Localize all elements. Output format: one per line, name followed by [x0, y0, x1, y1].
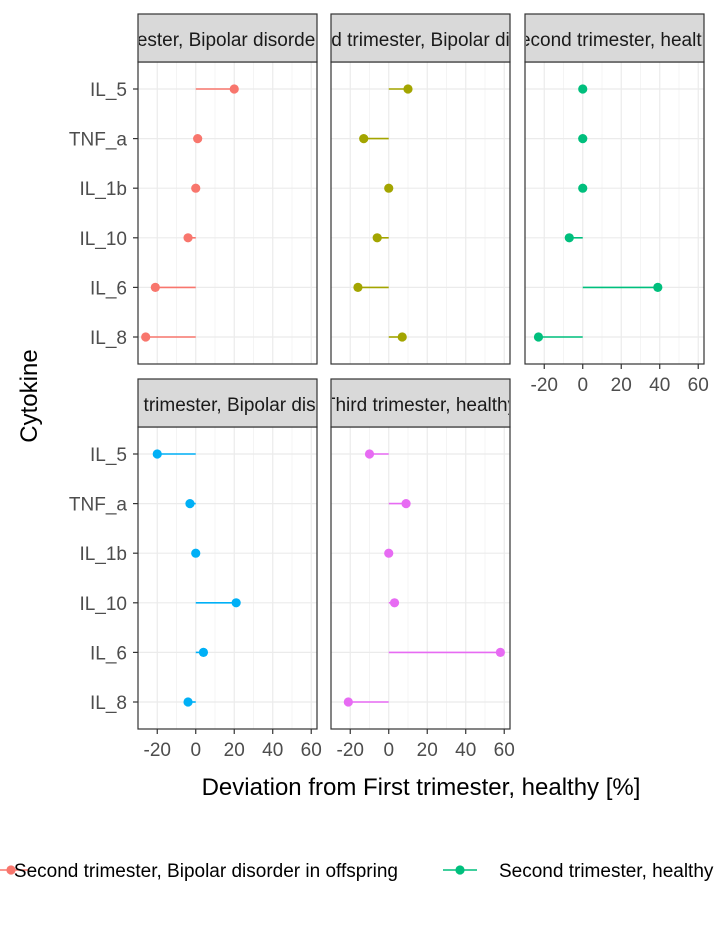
legend-label: Second trimester, Bipolar disorder in of…	[14, 861, 398, 882]
data-point	[578, 84, 588, 94]
y-tick-label: IL_5	[90, 445, 127, 466]
data-point	[231, 598, 241, 608]
facet-strip	[330, 13, 511, 63]
y-tick-label: TNF_a	[69, 130, 128, 151]
y-axis-title: Cytokine	[16, 349, 43, 442]
data-point	[495, 647, 505, 658]
data-point	[198, 647, 209, 658]
y-tick-label: IL_10	[79, 229, 127, 250]
data-point	[191, 548, 201, 558]
facet-strip	[330, 378, 511, 428]
facet-strip-label: Third trimester, healthy	[324, 395, 518, 416]
x-tick-label: 0	[190, 740, 201, 761]
data-point	[359, 134, 369, 144]
panel-background	[331, 62, 510, 364]
x-tick-label: 0	[383, 740, 394, 761]
facet-strip-clip: Second trimester, Bipolar disorder in of…	[35, 30, 419, 51]
x-tick-label: 60	[494, 740, 515, 761]
facet-strip-clip: Third trimester, Bipolar disorder	[95, 395, 361, 416]
x-tick-label: 60	[688, 375, 709, 396]
x-tick-label: 20	[417, 740, 438, 761]
data-point	[401, 499, 411, 509]
facet-strip-label: Second trimester, healthy	[507, 30, 720, 51]
y-tick-label: IL_1b	[79, 544, 127, 565]
x-tick-label: 40	[262, 740, 283, 761]
y-tick-label: IL_5	[90, 80, 127, 101]
y-tick-label: TNF_a	[69, 495, 128, 516]
x-tick-label: -20	[531, 375, 558, 396]
data-point	[229, 84, 239, 94]
legend-key-point	[455, 865, 465, 875]
data-point	[183, 233, 193, 243]
facet-strip	[137, 378, 318, 428]
y-tick-label: IL_1b	[79, 179, 127, 200]
x-tick-label: 60	[301, 740, 322, 761]
facet-strip-clip: Second trimester, Bipolar disorder	[277, 30, 564, 51]
data-point	[152, 449, 162, 459]
x-tick-label: 0	[577, 375, 588, 396]
legend: Second trimester, Bipolar disorder in of…	[0, 861, 714, 882]
facet-strip	[524, 13, 705, 63]
data-point	[384, 183, 394, 193]
data-point	[384, 548, 394, 558]
legend-label: Second trimester, healthy	[499, 861, 714, 882]
panel-background	[138, 427, 317, 729]
panel-background	[331, 427, 510, 729]
data-point	[353, 282, 363, 292]
y-tick-label: IL_10	[79, 594, 127, 615]
data-point	[397, 332, 407, 342]
data-point	[578, 183, 588, 193]
legend-item: Second trimester, healthy	[443, 861, 714, 882]
data-point	[193, 134, 203, 144]
data-point	[564, 233, 574, 243]
y-tick-label: IL_8	[90, 328, 127, 349]
panel-background	[525, 62, 704, 364]
data-point	[141, 332, 151, 342]
data-point	[403, 84, 413, 94]
facet-strip-label: Second trimester, Bipolar disorder in of…	[35, 30, 419, 51]
y-tick-label: IL_8	[90, 693, 127, 714]
facet-panel: Second trimester, Bipolar disorder in of…	[35, 13, 419, 365]
x-axis-title: Deviation from First trimester, healthy …	[202, 774, 641, 801]
x-tick-label: 40	[455, 740, 476, 761]
data-point	[183, 697, 193, 707]
panel-background	[138, 62, 317, 364]
data-point	[150, 282, 160, 292]
facet-strip-label: Second trimester, Bipolar disorder	[277, 30, 564, 51]
data-point	[372, 233, 382, 243]
data-point	[191, 183, 201, 193]
facet-panel: Third trimester, Bipolar disorder IL_5 TNF…	[69, 378, 361, 761]
data-point	[343, 697, 353, 707]
legend-item: Second trimester, Bipolar disorder in of…	[0, 861, 398, 882]
facet-panel: Second trimester, Bipolar disorder	[277, 13, 564, 365]
y-tick-label: IL_6	[90, 643, 127, 664]
data-point	[653, 282, 663, 292]
y-tick-label: IL_6	[90, 278, 127, 299]
facet-strip-clip: Third trimester, healthy	[324, 395, 518, 416]
x-tick-label: -20	[144, 740, 171, 761]
data-point	[389, 598, 400, 608]
data-point	[364, 449, 375, 459]
legend-key-point	[6, 865, 16, 875]
data-point	[185, 499, 195, 509]
x-tick-label: 20	[224, 740, 245, 761]
facet-strip-clip: Second trimester, healthy	[507, 30, 720, 51]
facet-strip-label: Third trimester, Bipolar disorder	[95, 395, 361, 416]
facet-panel: Second trimester, healthy -20 0 20 40 60	[507, 13, 720, 396]
x-tick-label: 20	[611, 375, 632, 396]
x-tick-label: -20	[337, 740, 364, 761]
data-point	[578, 134, 588, 144]
facet-strip	[137, 13, 318, 63]
data-point	[533, 332, 544, 342]
facet-panel: Third trimester, healthy -20 0 20 40 60	[324, 378, 518, 761]
x-tick-label: 40	[649, 375, 670, 396]
